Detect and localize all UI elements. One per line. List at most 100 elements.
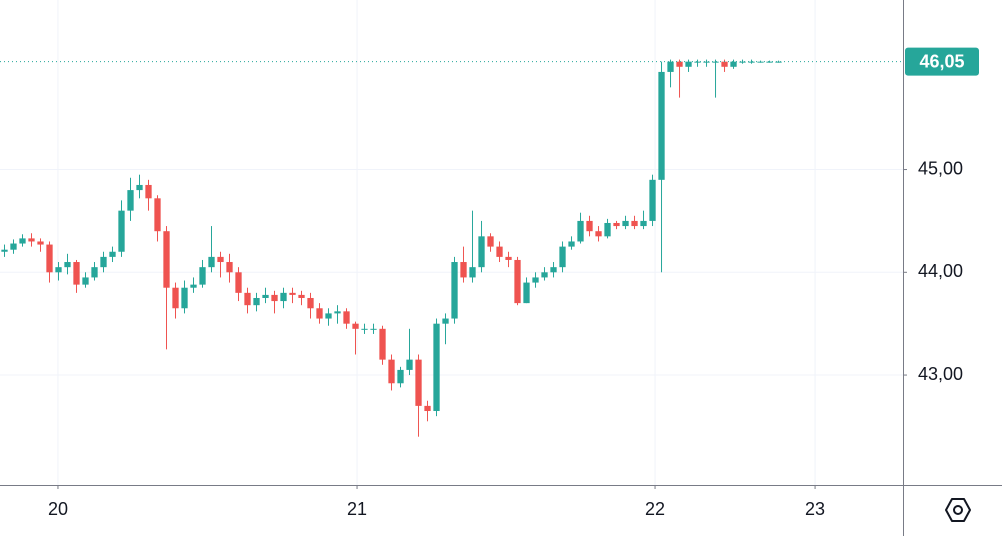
candle-body (226, 262, 233, 273)
settings-hexagon[interactable] (945, 498, 971, 522)
candle-body (127, 190, 134, 211)
grid (0, 0, 903, 485)
candle-body (739, 61, 746, 63)
candle-body (577, 220, 584, 242)
candle-body (55, 267, 62, 273)
candle-body (37, 241, 44, 245)
candle-body (595, 231, 602, 237)
candle-body (424, 405, 431, 412)
candle-body (496, 246, 503, 257)
candle-body (721, 61, 728, 67)
candle-body (271, 294, 278, 302)
candle-body (514, 259, 521, 304)
candle-body (568, 241, 575, 247)
candle-body (217, 256, 224, 263)
x-tick-label: 20 (48, 499, 68, 519)
x-tick-label: 23 (805, 499, 825, 519)
candle-body (703, 61, 710, 63)
axis-labels: 43,00 44,00 45,00 20 21 22 23 46,05 (48, 47, 979, 519)
candle-body (541, 272, 548, 278)
candle-body (460, 262, 467, 278)
candle-body (109, 251, 116, 257)
candle-body (550, 267, 557, 273)
candle-body (136, 184, 143, 191)
candle-body (316, 308, 323, 319)
candle-body (280, 292, 287, 302)
candle-body (289, 292, 296, 295)
settings-circle[interactable] (953, 505, 963, 515)
candle-body (118, 210, 125, 252)
y-tick-label: 44,00 (918, 261, 963, 281)
x-tick-label: 22 (645, 499, 665, 519)
candle-body (46, 244, 53, 273)
candle-body (64, 262, 71, 268)
candle-body (379, 328, 386, 360)
y-tick-label: 45,00 (918, 158, 963, 178)
candle-body (469, 267, 476, 278)
candle-body (190, 284, 197, 288)
candle-body (352, 323, 359, 329)
candle-body (442, 318, 449, 324)
candle-body (433, 323, 440, 412)
candle-body (487, 236, 494, 247)
candle-body (631, 220, 638, 227)
candle-body (208, 256, 215, 268)
candle-body (478, 236, 485, 268)
candle-body (667, 61, 674, 72)
candle-body (1, 249, 8, 252)
candle-body (613, 222, 620, 227)
candle-body (766, 61, 773, 63)
candle-body (163, 231, 170, 288)
candles (0, 59, 903, 437)
settings-button[interactable] (945, 498, 971, 522)
candle-body (325, 313, 332, 319)
candle-body (307, 297, 314, 309)
candle-body (415, 359, 422, 406)
candle-body (730, 61, 737, 67)
candle-body (658, 71, 665, 180)
candle-body (694, 61, 701, 63)
x-tick-label: 21 (347, 499, 367, 519)
last-price-label: 46,05 (919, 51, 964, 71)
candle-body (523, 282, 530, 304)
candle-body (334, 311, 341, 314)
candle-body (181, 287, 188, 309)
candle-body (262, 294, 269, 298)
candle-body (91, 267, 98, 278)
candle-body (154, 198, 161, 232)
candle-body (361, 328, 368, 330)
candle-body (199, 267, 206, 285)
candle-body (685, 61, 692, 67)
candle-body (532, 277, 539, 283)
candle-body (73, 262, 80, 285)
candle-body (649, 179, 656, 221)
candle-body (406, 359, 413, 370)
candle-body (451, 262, 458, 319)
candle-body (235, 272, 242, 293)
y-tick-label: 43,00 (918, 364, 963, 384)
candle-body (748, 61, 755, 63)
candle-body (370, 328, 377, 330)
candle-body (19, 238, 26, 244)
candle-body (676, 61, 683, 67)
candle-body (640, 220, 647, 227)
candle-body (343, 311, 350, 324)
candle-body (775, 61, 782, 63)
candle-body (586, 220, 593, 232)
candle-body (397, 369, 404, 384)
candle-body (253, 297, 260, 306)
candle-body (100, 256, 107, 268)
candle-body (82, 277, 89, 285)
candle-body (712, 61, 719, 63)
candle-body (622, 220, 629, 227)
candle-body (28, 238, 35, 242)
candle-body (388, 359, 395, 384)
candle-body (244, 292, 251, 306)
candle-body (10, 243, 17, 250)
candle-body (172, 287, 179, 309)
candle-body (298, 294, 305, 298)
last-price-box (905, 47, 979, 76)
